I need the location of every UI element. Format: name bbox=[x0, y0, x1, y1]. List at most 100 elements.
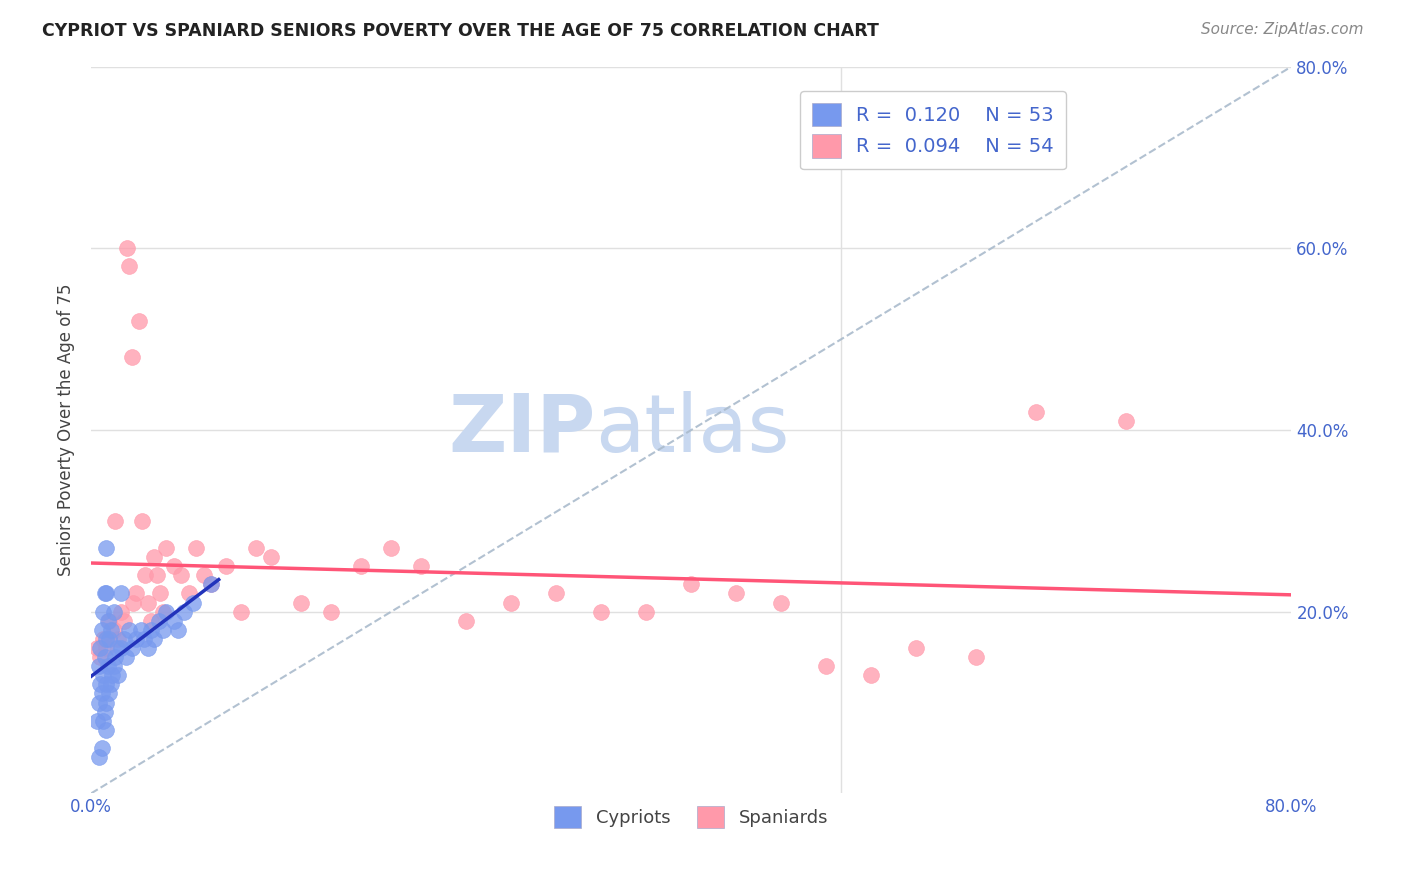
Point bbox=[725, 586, 748, 600]
Text: CYPRIOT VS SPANIARD SENIORS POVERTY OVER THE AGE OF 75 CORRELATION CHART: CYPRIOT VS SPANIARD SENIORS POVERTY OVER… bbox=[42, 22, 879, 40]
Point bbox=[89, 640, 111, 655]
Point bbox=[93, 586, 115, 600]
Point bbox=[112, 632, 135, 646]
Point bbox=[90, 686, 112, 700]
Point bbox=[97, 659, 120, 673]
Point bbox=[170, 568, 193, 582]
Point bbox=[100, 623, 122, 637]
Point bbox=[89, 677, 111, 691]
Point bbox=[90, 740, 112, 755]
Point bbox=[115, 241, 138, 255]
Point bbox=[101, 668, 124, 682]
Point bbox=[96, 541, 118, 555]
Point bbox=[89, 650, 111, 665]
Point bbox=[96, 586, 118, 600]
Point bbox=[141, 614, 163, 628]
Point bbox=[155, 541, 177, 555]
Point bbox=[1115, 414, 1137, 428]
Point bbox=[91, 668, 114, 682]
Point bbox=[131, 514, 153, 528]
Point bbox=[118, 260, 141, 274]
Point bbox=[103, 659, 125, 673]
Point bbox=[215, 559, 238, 574]
Point bbox=[87, 659, 110, 673]
Point bbox=[456, 614, 478, 628]
Point bbox=[110, 640, 132, 655]
Point bbox=[163, 559, 186, 574]
Point bbox=[128, 314, 150, 328]
Point bbox=[770, 596, 793, 610]
Point bbox=[96, 640, 118, 655]
Point bbox=[114, 650, 136, 665]
Point bbox=[96, 677, 118, 691]
Point bbox=[121, 640, 143, 655]
Point bbox=[231, 605, 253, 619]
Point bbox=[546, 586, 568, 600]
Point bbox=[167, 623, 190, 637]
Point bbox=[136, 640, 159, 655]
Point bbox=[860, 668, 883, 682]
Point bbox=[98, 614, 121, 628]
Text: ZIP: ZIP bbox=[449, 391, 595, 469]
Point bbox=[103, 605, 125, 619]
Point bbox=[104, 650, 127, 665]
Point bbox=[321, 605, 343, 619]
Point bbox=[125, 632, 148, 646]
Point bbox=[93, 650, 115, 665]
Point bbox=[186, 541, 208, 555]
Point bbox=[112, 614, 135, 628]
Y-axis label: Seniors Poverty Over the Age of 75: Seniors Poverty Over the Age of 75 bbox=[58, 284, 75, 576]
Point bbox=[905, 640, 928, 655]
Text: Source: ZipAtlas.com: Source: ZipAtlas.com bbox=[1201, 22, 1364, 37]
Point bbox=[350, 559, 373, 574]
Point bbox=[173, 605, 195, 619]
Point bbox=[87, 696, 110, 710]
Point bbox=[501, 596, 523, 610]
Point bbox=[591, 605, 613, 619]
Point bbox=[149, 586, 172, 600]
Point bbox=[96, 632, 118, 646]
Point bbox=[1025, 405, 1047, 419]
Point bbox=[103, 623, 125, 637]
Point bbox=[177, 586, 200, 600]
Point bbox=[97, 614, 120, 628]
Point bbox=[96, 723, 118, 737]
Text: atlas: atlas bbox=[595, 391, 790, 469]
Point bbox=[86, 714, 108, 728]
Point bbox=[143, 550, 166, 565]
Point bbox=[129, 623, 152, 637]
Point bbox=[181, 596, 204, 610]
Point bbox=[163, 614, 186, 628]
Point bbox=[98, 632, 121, 646]
Point bbox=[200, 577, 222, 591]
Point bbox=[148, 614, 170, 628]
Point bbox=[681, 577, 703, 591]
Point bbox=[110, 605, 132, 619]
Point bbox=[815, 659, 838, 673]
Point bbox=[86, 640, 108, 655]
Point bbox=[193, 568, 215, 582]
Point bbox=[110, 586, 132, 600]
Point bbox=[136, 596, 159, 610]
Point bbox=[132, 632, 155, 646]
Point bbox=[636, 605, 658, 619]
Point bbox=[141, 623, 163, 637]
Point bbox=[96, 696, 118, 710]
Point bbox=[134, 568, 156, 582]
Point bbox=[290, 596, 312, 610]
Point bbox=[260, 550, 283, 565]
Point bbox=[245, 541, 267, 555]
Point bbox=[107, 668, 129, 682]
Point bbox=[93, 705, 115, 719]
Point bbox=[152, 605, 174, 619]
Point bbox=[200, 577, 222, 591]
Point bbox=[380, 541, 402, 555]
Point bbox=[965, 650, 987, 665]
Point bbox=[118, 623, 141, 637]
Point bbox=[91, 714, 114, 728]
Legend: Cypriots, Spaniards: Cypriots, Spaniards bbox=[547, 798, 835, 835]
Point bbox=[146, 568, 169, 582]
Point bbox=[100, 677, 122, 691]
Point bbox=[121, 351, 143, 365]
Point bbox=[87, 750, 110, 764]
